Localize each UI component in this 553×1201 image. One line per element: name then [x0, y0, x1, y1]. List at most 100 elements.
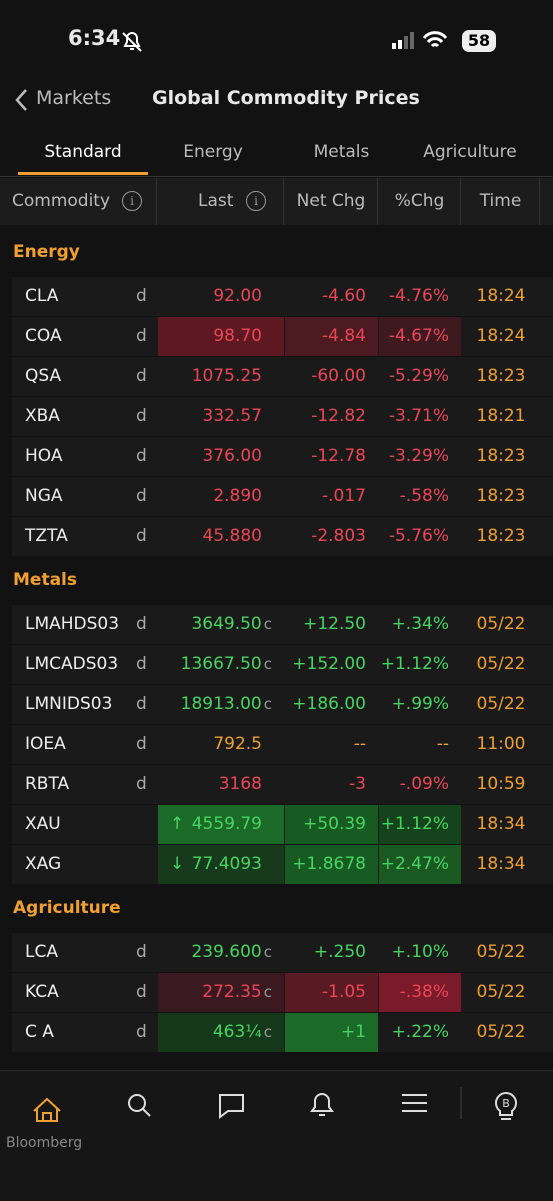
- net-cell: +152.00: [285, 645, 378, 684]
- row[interactable]: LMNIDS03 d 18913.00 c +186.00 +.99% 05/22: [12, 685, 553, 724]
- pct-cell: +1.12%: [379, 805, 461, 844]
- time-cell: 10:59: [462, 765, 540, 804]
- time: 05/22: [476, 654, 526, 674]
- back-chevron[interactable]: [14, 88, 30, 112]
- net-change: +12.50: [303, 614, 366, 634]
- ticker: C A: [25, 1022, 54, 1042]
- home-icon[interactable]: [33, 1097, 61, 1122]
- net-cell: -4.84: [285, 317, 378, 356]
- bottom-icons: B: [33, 1087, 517, 1122]
- net-cell: -1.05: [285, 973, 378, 1012]
- net-change: -60.00: [311, 366, 366, 386]
- last-price: 2.890: [213, 486, 262, 506]
- time: 18:34: [476, 814, 526, 834]
- column-header[interactable]: %Chg: [379, 178, 461, 225]
- net-change: -3: [349, 774, 366, 794]
- row[interactable]: HOA d 376.00 -12.78 -3.29% 18:23: [12, 437, 553, 476]
- time-cell: 11:00: [462, 725, 540, 764]
- mute-icon: [122, 32, 142, 52]
- bottom-bar: B Bloomberg: [0, 1070, 553, 1201]
- net-cell: -4.60: [285, 277, 378, 316]
- row[interactable]: XBA d 332.57 -12.82 -3.71% 18:21: [12, 397, 553, 436]
- flag: d: [136, 406, 147, 426]
- tab[interactable]: Standard: [44, 142, 122, 162]
- chat-icon[interactable]: [219, 1094, 244, 1119]
- section-title: Metals: [13, 570, 77, 590]
- bloomberg-icon[interactable]: B: [495, 1092, 517, 1120]
- row[interactable]: QSA d 1075.25 -60.00 -5.29% 18:23: [12, 357, 553, 396]
- row[interactable]: C A d 463¼ c +1 +.22% 05/22: [12, 1013, 553, 1052]
- net-change: -2.803: [311, 526, 366, 546]
- net-change: -.017: [322, 486, 366, 506]
- percent-change: +.22%: [391, 1022, 449, 1042]
- last-price: 18913.00: [180, 694, 262, 714]
- row[interactable]: LMCADS03 d 13667.50 c +152.00 +1.12% 05/22: [12, 645, 553, 684]
- last-cell: 272.35 c: [158, 973, 284, 1012]
- time-cell: 18:34: [462, 805, 540, 844]
- price-suffix: c: [263, 695, 272, 713]
- time: 05/22: [476, 982, 526, 1002]
- percent-change: +1.12%: [380, 814, 449, 834]
- row[interactable]: TZTA d 45.880 -2.803 -5.76% 18:23: [12, 517, 553, 556]
- status-time: 6:34: [68, 26, 121, 50]
- last-price: 272.35: [202, 982, 262, 1002]
- last-cell: ↓ 77.4093: [158, 845, 284, 884]
- pct-cell: -.38%: [379, 973, 461, 1012]
- time-cell: 18:24: [462, 277, 540, 316]
- last-price: 3649.50: [191, 614, 262, 634]
- ticker: LMNIDS03: [25, 694, 113, 714]
- section-title: Agriculture: [13, 898, 121, 918]
- page-title: Global Commodity Prices: [152, 87, 420, 109]
- ticker: LCA: [25, 942, 58, 962]
- row[interactable]: XAU ↑ 4559.79 +50.39 +1.12% 18:34: [12, 805, 553, 844]
- pct-cell: -5.29%: [379, 357, 461, 396]
- column-header[interactable]: Commodity: [0, 178, 157, 225]
- row[interactable]: IOEA d 792.5 -- -- 11:00: [12, 725, 553, 764]
- percent-change: -3.29%: [388, 446, 449, 466]
- row[interactable]: COA d 98.70 -4.84 -4.67% 18:24: [12, 317, 553, 356]
- tab[interactable]: Metals: [313, 142, 370, 162]
- time: 18:24: [476, 326, 526, 346]
- percent-change: -.09%: [399, 774, 449, 794]
- last-price: 45.880: [202, 526, 262, 546]
- tab[interactable]: Energy: [183, 142, 243, 162]
- search-icon[interactable]: [128, 1094, 151, 1117]
- flag: d: [136, 366, 147, 386]
- row[interactable]: LMAHDS03 d 3649.50 c +12.50 +.34% 05/22: [12, 605, 553, 644]
- flag: d: [136, 654, 147, 674]
- last-price: 13667.50: [180, 654, 262, 674]
- back-button[interactable]: Markets: [36, 87, 112, 109]
- tab[interactable]: Agriculture: [423, 142, 517, 162]
- time: 18:23: [476, 486, 526, 506]
- pct-cell: +.34%: [379, 605, 461, 644]
- ticker: XBA: [25, 406, 60, 426]
- net-cell: -60.00: [285, 357, 378, 396]
- pct-cell: +.99%: [379, 685, 461, 724]
- column-header[interactable]: Net Chg: [285, 178, 378, 225]
- row[interactable]: NGA d 2.890 -.017 -.58% 18:23: [12, 477, 553, 516]
- net-cell: -12.78: [285, 437, 378, 476]
- row[interactable]: RBTA d 3168 -3 -.09% 10:59: [12, 765, 553, 804]
- column-header[interactable]: Time: [462, 178, 540, 225]
- pct-cell: +.10%: [379, 933, 461, 972]
- alert-icon[interactable]: [310, 1093, 334, 1116]
- row[interactable]: XAG ↓ 77.4093 +1.8678 +2.47% 18:34: [12, 845, 553, 884]
- time-cell: 18:23: [462, 437, 540, 476]
- last-cell: ↑ 4559.79: [158, 805, 284, 844]
- row[interactable]: KCA d 272.35 c -1.05 -.38% 05/22: [12, 973, 553, 1012]
- last-cell: 13667.50 c: [158, 645, 284, 684]
- percent-change: +2.47%: [380, 854, 449, 874]
- row[interactable]: LCA d 239.600 c +.250 +.10% 05/22: [12, 933, 553, 972]
- column-header[interactable]: Last: [158, 178, 284, 225]
- menu-icon[interactable]: [402, 1094, 427, 1112]
- price-suffix: c: [263, 615, 272, 633]
- pct-cell: +1.12%: [379, 645, 461, 684]
- time-cell: 05/22: [462, 685, 540, 724]
- percent-change: -5.29%: [388, 366, 449, 386]
- percent-change: -3.71%: [388, 406, 449, 426]
- time: 05/22: [476, 694, 526, 714]
- net-change: -1.05: [322, 982, 366, 1002]
- time-cell: 05/22: [462, 1013, 540, 1052]
- row[interactable]: CLA d 92.00 -4.60 -4.76% 18:24: [12, 277, 553, 316]
- brand: Bloomberg: [6, 1135, 83, 1151]
